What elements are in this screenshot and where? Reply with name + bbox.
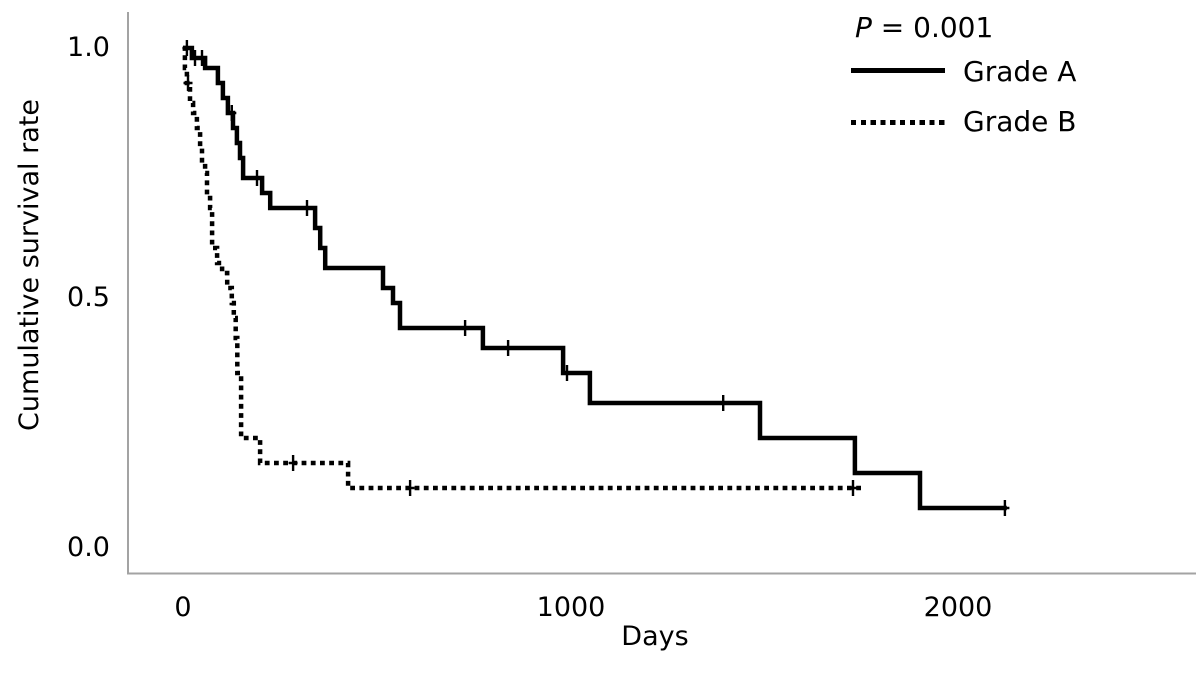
censor-marks-grade-b [183,75,858,496]
x-tick-1000: 1000 [536,592,606,623]
y-axis-title: Cumulative survival rate [14,99,45,431]
censor-marks-grade-a [182,40,1010,516]
p-symbol: P [855,11,872,44]
p-value-annotation: P = 0.001 [855,12,993,44]
legend-label-grade-a: Grade A [963,55,1077,88]
x-tick-0: 0 [174,592,192,623]
legend-label-grade-b: Grade B [963,105,1077,138]
legend-line-swatch-grade-b [851,120,945,125]
curve-grade-a [183,45,1007,511]
y-tick-1.0: 1.0 [67,32,110,63]
y-tick-0.0: 0.0 [67,532,110,563]
x-tick-2000: 2000 [923,592,993,623]
axes [127,12,1196,575]
survival-curves [182,40,1010,516]
legend-line-swatch-grade-a [851,68,945,73]
curve-grade-b [182,45,862,491]
p-value-text: = 0.001 [871,11,994,44]
y-tick-0.5: 0.5 [67,282,110,313]
x-axis-title: Days [621,621,689,652]
